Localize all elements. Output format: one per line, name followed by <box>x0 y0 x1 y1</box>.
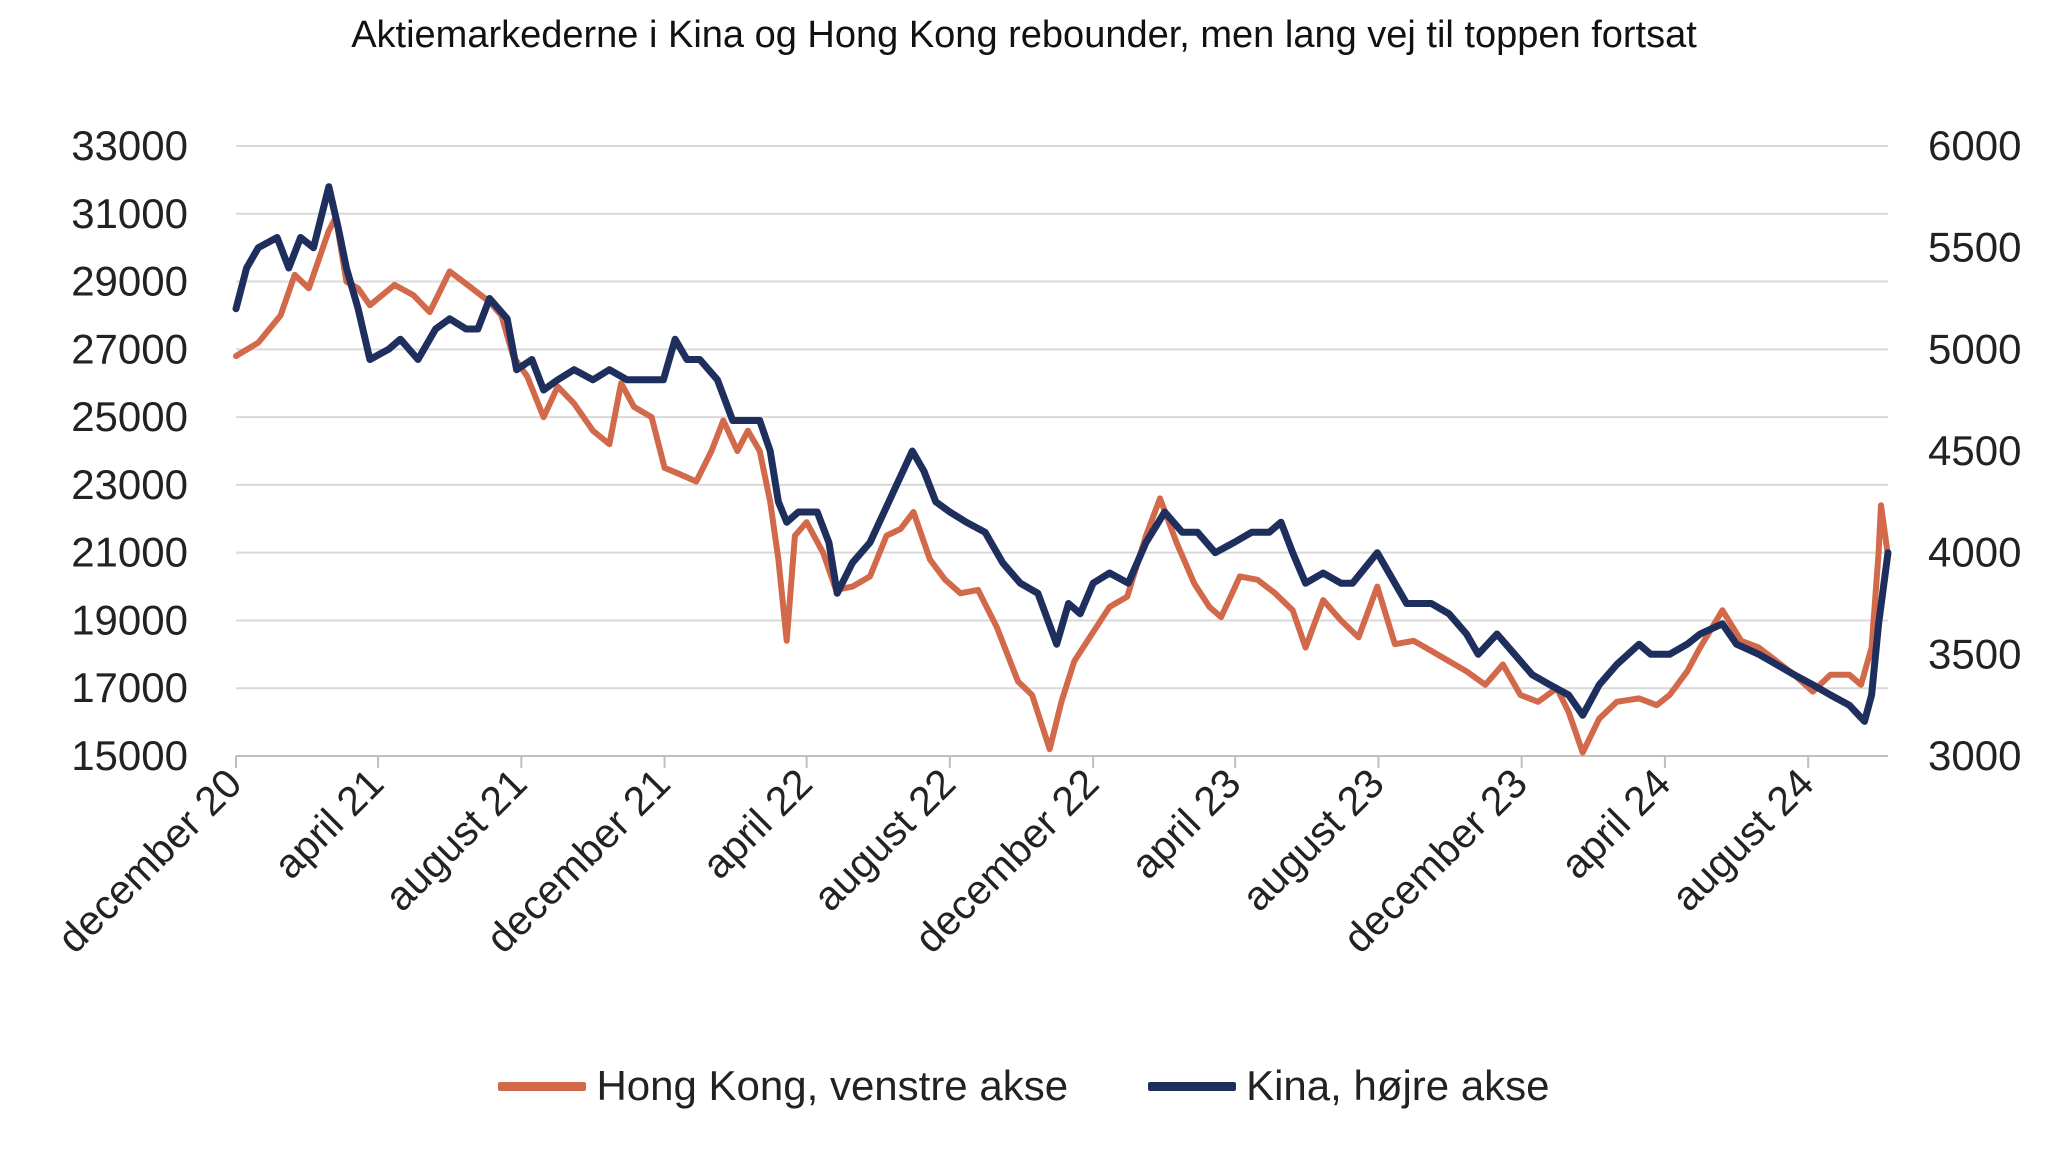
y-right-tick-label: 4000 <box>1928 529 2021 576</box>
series-lines <box>232 183 1892 756</box>
series-line-kina <box>232 183 1892 725</box>
y-left-tick-label: 27000 <box>71 325 188 372</box>
legend-label-kina: Kina, højre akse <box>1246 1062 1550 1109</box>
y-right-tick-label: 3500 <box>1928 630 2021 677</box>
x-tick-label: december 20 <box>49 760 251 962</box>
x-tick-label: april 23 <box>1122 760 1250 888</box>
legend: Hong Kong, venstre akse Kina, højre akse <box>0 1062 2048 1110</box>
y-right-tick-label: 5500 <box>1928 224 2021 271</box>
y-left-tick-label: 19000 <box>71 596 188 643</box>
y-right-tick-label: 5000 <box>1928 325 2021 372</box>
y-right-tick-label: 4500 <box>1928 427 2021 474</box>
y-left-tick-label: 15000 <box>71 732 188 779</box>
y-left-tick-label: 23000 <box>71 461 188 508</box>
y-left-tick-label: 29000 <box>71 258 188 305</box>
x-tick-label: april 24 <box>1552 760 1680 888</box>
legend-item-kina: Kina, højre akse <box>1148 1062 1550 1110</box>
y-left-tick-label: 25000 <box>71 393 188 440</box>
legend-label-hong-kong: Hong Kong, venstre akse <box>596 1062 1069 1109</box>
legend-swatch-hong-kong <box>498 1081 587 1091</box>
x-tick-label: april 21 <box>265 760 393 888</box>
y-left-tick-label: 31000 <box>71 190 188 237</box>
chart-title: Aktiemarkederne i Kina og Hong Kong rebo… <box>351 14 1697 56</box>
legend-item-hong-kong: Hong Kong, venstre akse <box>498 1062 1068 1110</box>
gridlines <box>236 145 1888 690</box>
x-tick-label: august 24 <box>1663 760 1823 920</box>
y-left-tick-label: 21000 <box>71 529 188 576</box>
x-tick-label: april 22 <box>693 760 821 888</box>
chart-plot: 15000 17000 19000 21000 23000 25000 27000 29000… <box>49 122 2022 962</box>
y-right-tick-label: 6000 <box>1928 122 2021 169</box>
y-right-tick-label: 3000 <box>1928 732 2021 779</box>
y-left-tick-label: 33000 <box>71 122 188 169</box>
y-left-tick-label: 17000 <box>71 664 188 711</box>
legend-swatch-kina <box>1148 1081 1237 1091</box>
